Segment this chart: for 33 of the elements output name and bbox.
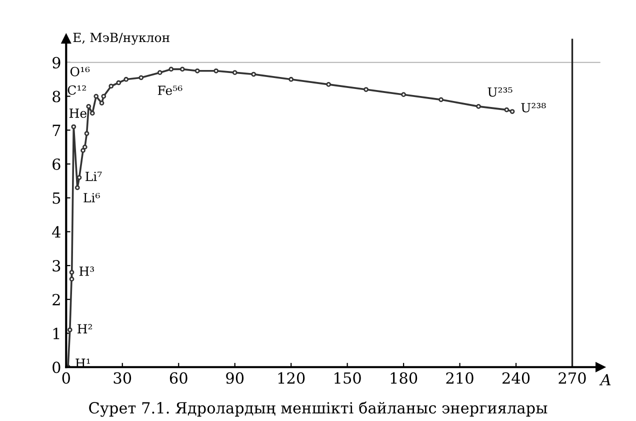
annotation: Fe⁵⁶ xyxy=(158,86,182,96)
x-tick-label: 210 xyxy=(446,372,474,384)
y-tick-label: 4 xyxy=(52,226,61,238)
y-tick-label: 6 xyxy=(52,158,60,170)
y-tick-label: 2 xyxy=(52,294,60,306)
y-tick-label: 7 xyxy=(52,124,60,136)
x-tick-label: 120 xyxy=(278,372,305,384)
annotation: C¹² xyxy=(68,85,86,95)
annotation: Li⁶ xyxy=(84,192,100,202)
x-tick-label: 240 xyxy=(502,372,530,384)
x-axis-title: A xyxy=(599,374,611,386)
y-axis-title: E, МэВ/нуклон xyxy=(73,32,170,45)
x-tick-label: 60 xyxy=(170,372,188,384)
y-tick-label: 5 xyxy=(52,192,60,204)
x-tick-label: 150 xyxy=(334,372,361,384)
x-tick-label: 0 xyxy=(62,372,70,384)
text: Сурет 7.1. Ядролардың меншікті байланыс энергиялары xyxy=(89,402,548,417)
annotation: O¹⁶ xyxy=(70,66,90,76)
annotation: U²³⁸ xyxy=(521,102,546,112)
annotation: Li⁷ xyxy=(86,172,102,181)
x-tick-label: 30 xyxy=(114,372,132,384)
x-tick-label: 180 xyxy=(390,372,418,384)
annotation: U²³⁵ xyxy=(488,87,512,97)
annotation: H² xyxy=(78,324,92,334)
x-tick-label: 270 xyxy=(558,372,586,384)
x-tick-label: 90 xyxy=(226,372,244,384)
y-tick-label: 3 xyxy=(52,260,60,272)
y-tick-label: 1 xyxy=(53,328,60,340)
annotation: H³ xyxy=(79,266,94,276)
annotation: He xyxy=(69,108,86,118)
y-tick-label: 9 xyxy=(52,56,60,68)
y-tick-label: 0 xyxy=(52,362,60,374)
y-tick-label: 8 xyxy=(52,90,60,102)
